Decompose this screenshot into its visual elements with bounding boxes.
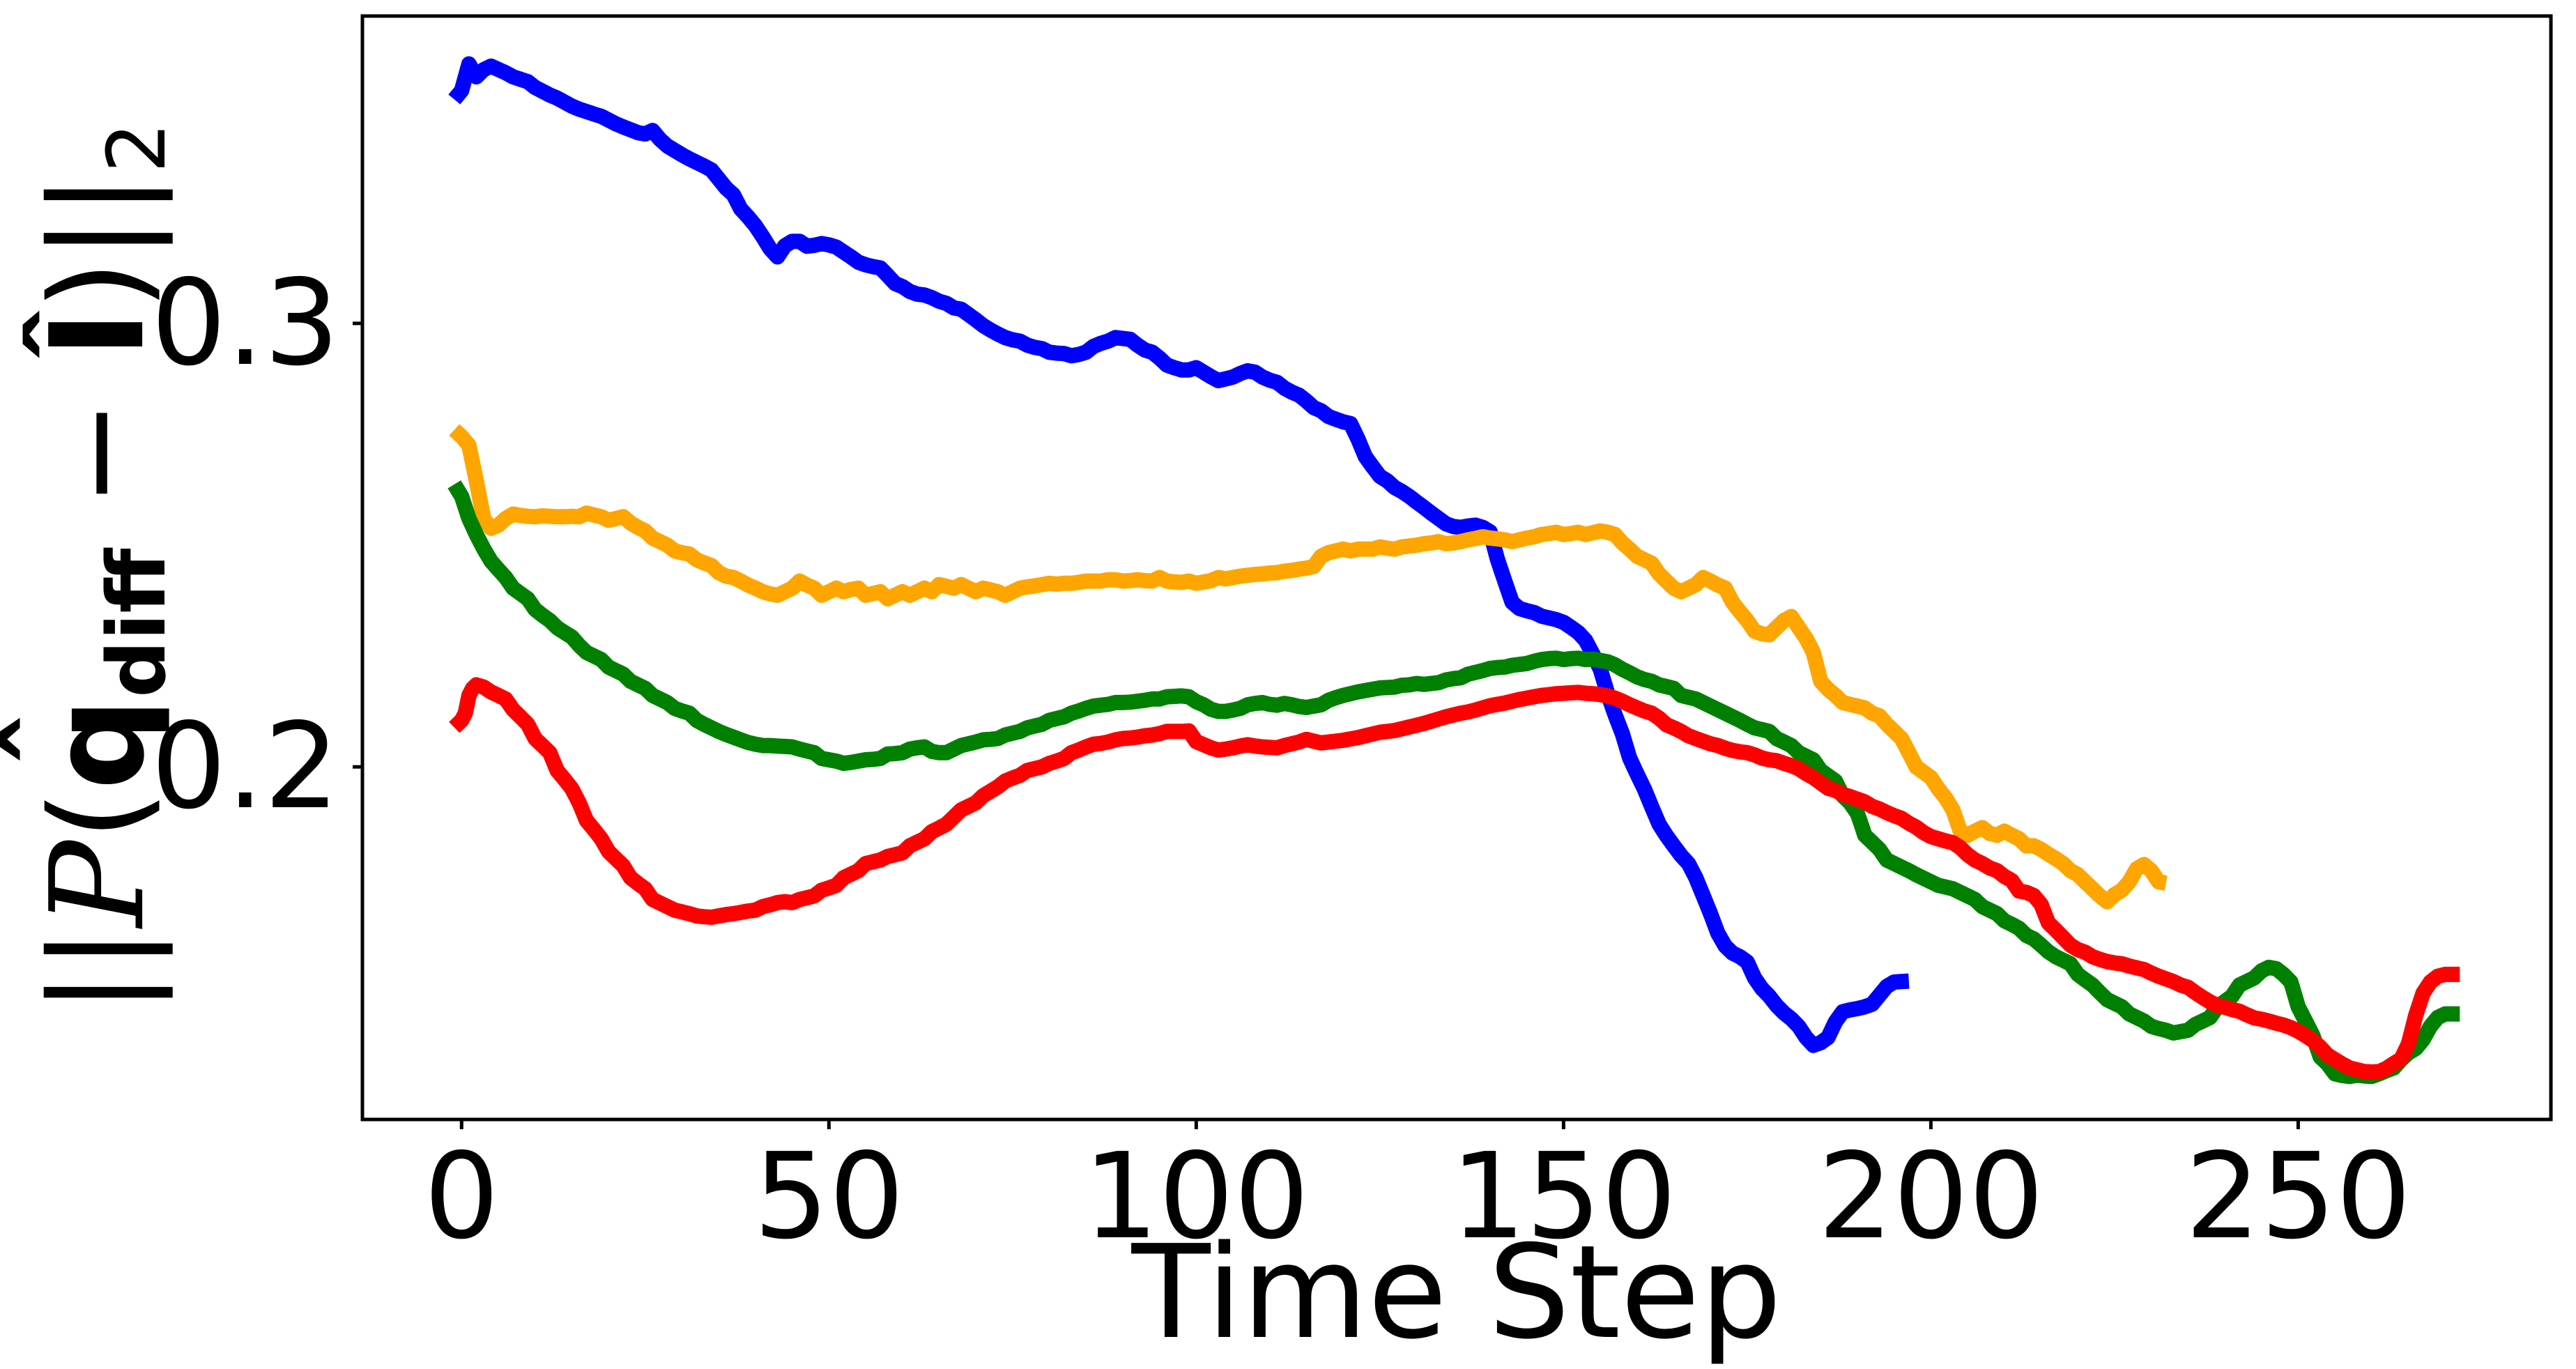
y-tick-label-0.2: 0.2 — [151, 698, 339, 836]
y-axis-label: ||P(ˆqdiff − Î)||2 — [0, 122, 184, 1014]
ylabel-q-subscript: diff — [91, 548, 185, 698]
ylabel-norm-close: || — [22, 173, 174, 260]
ylabel-paren-close: ) — [22, 259, 174, 311]
x-tick-label-0: 0 — [424, 1128, 500, 1266]
plot-svg — [353, 14, 2553, 1129]
ylabel-norm-open: || — [22, 927, 174, 1014]
series-orange-line — [449, 424, 2168, 910]
ylabel-minus: − — [22, 358, 174, 549]
x-tick-label-250: 250 — [2185, 1128, 2412, 1266]
ylabel-script-p: P — [22, 840, 174, 928]
series-red-line — [449, 677, 2460, 1080]
x-tick-label-100: 100 — [1083, 1128, 1310, 1266]
ylabel-subscript-2: 2 — [91, 122, 185, 174]
x-tick-label-50: 50 — [753, 1128, 905, 1266]
y-tick-label-0.3: 0.3 — [151, 254, 339, 392]
x-axis-label: Time Step — [1131, 1217, 1782, 1368]
ylabel-q-hat: ˆq — [0, 698, 173, 790]
series-green-line — [447, 480, 2460, 1085]
hat-icon: ˆ — [0, 710, 119, 768]
ylabel-paren-open: ( — [22, 790, 174, 841]
x-tick-label-150: 150 — [1450, 1128, 1677, 1266]
plot-area — [353, 14, 2553, 1129]
x-tick-label-200: 200 — [1818, 1128, 2044, 1266]
series-blue-line — [448, 56, 1910, 1053]
ylabel-i-hat: Î — [22, 310, 174, 358]
axes-spines — [360, 14, 2553, 1122]
